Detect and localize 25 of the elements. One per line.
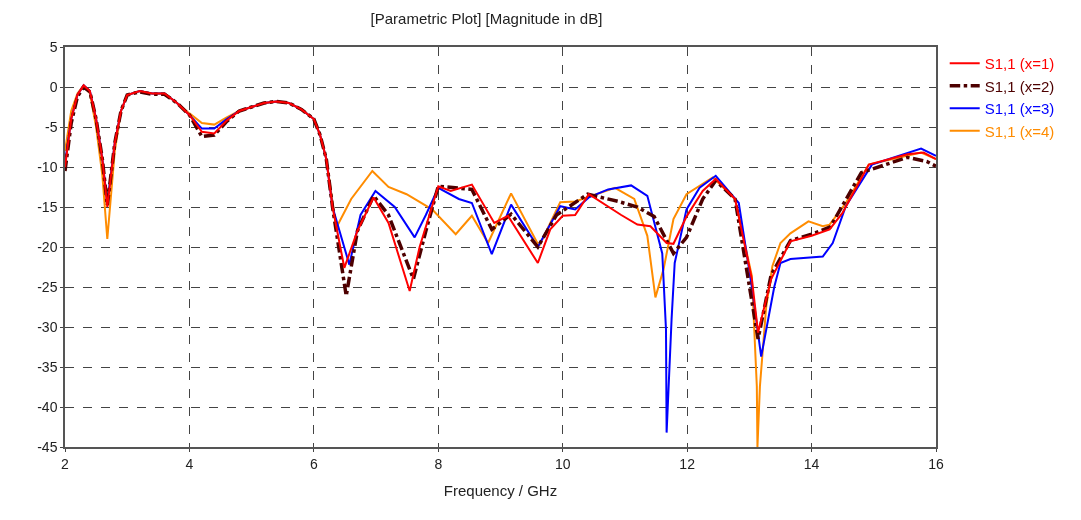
y-tick-label: -35 [37, 358, 58, 375]
y-tick-label: -25 [37, 278, 58, 295]
y-tick-label: -40 [37, 398, 58, 415]
y-tick-label: 0 [49, 78, 58, 95]
y-tick-label: -30 [37, 318, 58, 335]
y-tick-label: -10 [37, 158, 58, 175]
x-tick-label: 4 [185, 455, 194, 472]
y-tick-label: -5 [45, 118, 58, 135]
x-tick-label: 2 [61, 455, 70, 472]
x-axis-title: Frequency / GHz [443, 482, 558, 500]
chart-title: [Parametric Plot] [Magnitude in dB] [370, 9, 603, 27]
y-tick-label: -45 [37, 438, 58, 455]
legend-label: S1,1 (x=2) [984, 77, 1055, 95]
x-tick-label: 14 [803, 455, 820, 472]
y-tick-label: -15 [37, 198, 58, 215]
legend-label: S1,1 (x=4) [984, 122, 1055, 140]
legend-label: S1,1 (x=1) [984, 55, 1055, 73]
x-tick-label: 12 [679, 455, 696, 472]
y-tick-label: -20 [37, 238, 58, 255]
y-tick-label: 5 [49, 38, 58, 55]
x-tick-label: 6 [309, 455, 318, 472]
x-tick-label: 16 [928, 455, 944, 472]
x-tick-label: 8 [434, 455, 443, 472]
legend-label: S1,1 (x=3) [984, 100, 1055, 118]
x-tick-label: 10 [554, 455, 571, 472]
